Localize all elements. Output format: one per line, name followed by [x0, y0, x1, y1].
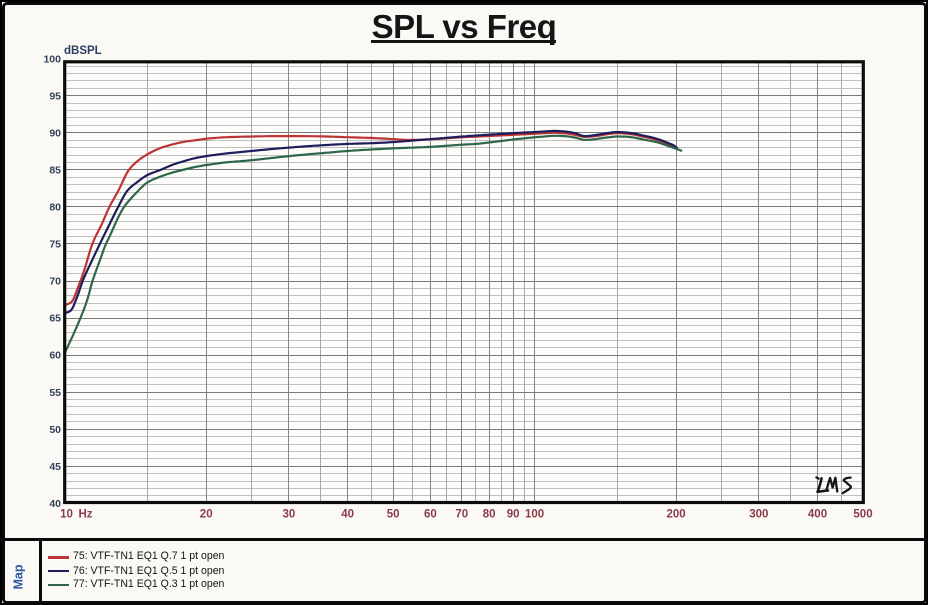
svg-text:65: 65 [49, 313, 61, 325]
svg-text:100: 100 [525, 509, 544, 521]
svg-text:95: 95 [49, 90, 61, 102]
svg-text:300: 300 [749, 509, 768, 521]
svg-text:60: 60 [424, 509, 437, 521]
svg-text:45: 45 [49, 461, 61, 473]
svg-text:80: 80 [49, 202, 61, 214]
svg-text:20: 20 [200, 509, 213, 521]
svg-text:dBSPL: dBSPL [64, 45, 102, 57]
svg-text:75: 75 [49, 239, 61, 251]
svg-text:40: 40 [341, 509, 354, 521]
svg-text:Hz: Hz [78, 509, 92, 521]
svg-text:85: 85 [49, 165, 61, 177]
svg-text:100: 100 [43, 53, 61, 65]
svg-text:400: 400 [808, 509, 827, 521]
svg-text:90: 90 [507, 509, 520, 521]
svg-text:60: 60 [49, 350, 61, 362]
svg-text:55: 55 [49, 387, 61, 399]
svg-text:10: 10 [60, 509, 73, 521]
svg-text:200: 200 [667, 509, 686, 521]
svg-text:90: 90 [49, 127, 61, 139]
svg-text:70: 70 [49, 276, 61, 288]
svg-text:500: 500 [853, 509, 872, 521]
svg-text:50: 50 [387, 509, 400, 521]
svg-text:30: 30 [283, 509, 296, 521]
svg-text:80: 80 [483, 509, 496, 521]
svg-text:70: 70 [455, 509, 468, 521]
svg-text:40: 40 [49, 498, 61, 510]
svg-text:50: 50 [49, 424, 61, 436]
